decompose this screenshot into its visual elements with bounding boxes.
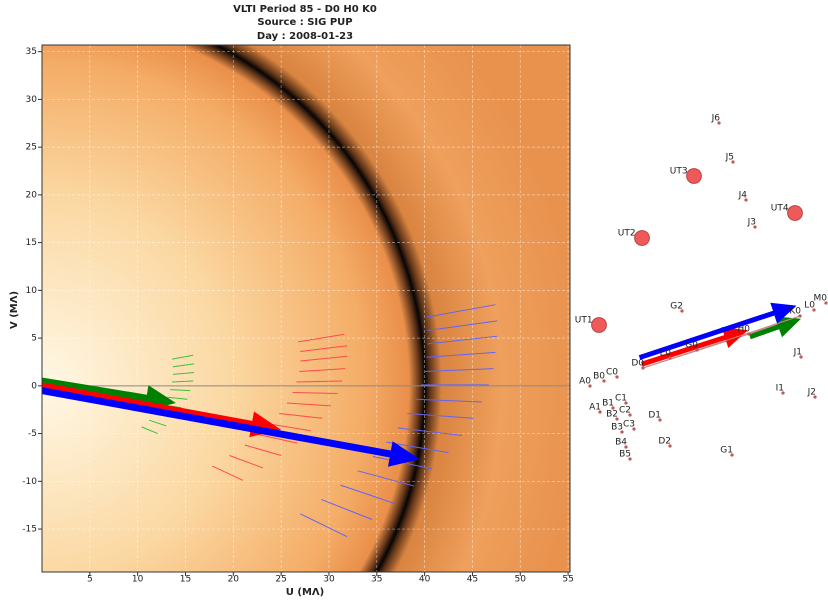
chart-annotation: Day : 2008-01-23 — [257, 31, 353, 42]
chart-title: VLTI Period 85 - D0 H0 K0 — [233, 4, 377, 15]
page: VLTI Period 85 - D0 H0 K0 Source : SIG P… — [0, 0, 828, 600]
x-tick-label: 40 — [419, 575, 431, 585]
station-label: B4 — [615, 438, 627, 448]
chart: VLTI Period 85 - D0 H0 K0 Source : SIG P… — [0, 0, 828, 600]
x-tick-label: 55 — [562, 575, 573, 585]
x-tick-label: 15 — [180, 575, 191, 585]
station-label: D2 — [658, 437, 671, 447]
visibility-map — [42, 45, 570, 572]
y-tick-label: -15 — [22, 525, 37, 535]
station-label: A0 — [579, 377, 591, 387]
y-tick-label: 35 — [26, 47, 37, 57]
baseline-link — [643, 316, 800, 368]
y-tick-label: 10 — [26, 286, 38, 296]
station-label: B1 — [602, 399, 614, 409]
station-label: G0 — [685, 341, 698, 351]
station-label: UT2 — [618, 229, 636, 239]
station-label: B3 — [611, 423, 623, 433]
station-label: UT1 — [575, 316, 593, 326]
y-tick-label: 30 — [26, 95, 38, 105]
station-label: I1 — [776, 384, 784, 394]
station-label: B5 — [619, 450, 631, 460]
station-label: H0 — [738, 325, 751, 335]
x-tick-label: 30 — [323, 575, 335, 585]
station-label: J3 — [747, 218, 756, 228]
x-tick-label: 20 — [228, 575, 240, 585]
y-tick-label: 20 — [26, 190, 38, 200]
x-tick-label: 35 — [371, 575, 382, 585]
x-axis-label: U (MΛ) — [286, 587, 324, 598]
chart-subtitle: Source : SIG PUP — [257, 17, 352, 28]
station-label: J1 — [793, 348, 802, 358]
station — [635, 231, 650, 246]
station — [687, 169, 702, 184]
station-label: J5 — [725, 153, 734, 163]
station-label: UT3 — [670, 167, 688, 177]
x-tick-label: 5 — [87, 575, 93, 585]
x-tick-label: 25 — [275, 575, 286, 585]
y-tick-label: -5 — [28, 429, 37, 439]
station-label: J2 — [807, 388, 816, 398]
station-label: UT4 — [771, 204, 789, 214]
x-tick-label: 10 — [132, 575, 144, 585]
x-tick-label: 50 — [515, 575, 527, 585]
station-label: B0 — [593, 372, 605, 382]
y-tick-label: 15 — [26, 238, 37, 248]
station-label: K0 — [789, 307, 801, 317]
station-label: J4 — [738, 191, 748, 201]
station-label: C2 — [619, 406, 631, 416]
y-tick-label: -10 — [22, 477, 37, 487]
station-label: M0 — [814, 294, 828, 304]
station-label: B2 — [606, 410, 618, 420]
station-label: G2 — [670, 302, 683, 312]
x-tick-label: 45 — [467, 575, 478, 585]
station-label: A1 — [589, 403, 601, 413]
y-tick-label: 0 — [31, 381, 37, 391]
y-axis-label: V (MΛ) — [9, 291, 20, 329]
station-label: E0 — [660, 349, 672, 359]
station-label: J6 — [711, 114, 721, 124]
station-label: C0 — [606, 368, 618, 378]
station-label: D0 — [631, 359, 644, 369]
y-tick-label: 5 — [31, 334, 37, 344]
station — [788, 206, 803, 221]
station — [592, 318, 607, 333]
station-label: G1 — [720, 446, 733, 456]
station-label: C1 — [615, 394, 627, 404]
station-label: C3 — [623, 420, 635, 430]
y-tick-label: 25 — [26, 143, 37, 153]
station-label: D1 — [648, 411, 661, 421]
